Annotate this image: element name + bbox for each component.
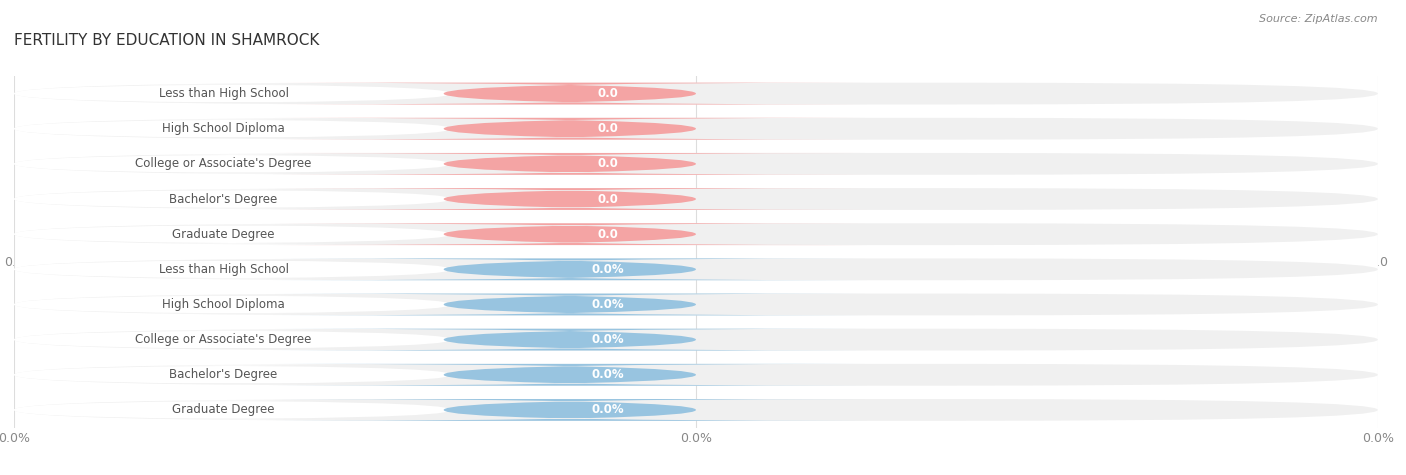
Text: 0.0: 0.0 [598,192,619,206]
Text: 0.0: 0.0 [598,157,619,171]
Text: Graduate Degree: Graduate Degree [173,228,274,241]
FancyBboxPatch shape [273,294,866,315]
Text: 0.0%: 0.0% [592,403,624,417]
FancyBboxPatch shape [14,330,450,349]
FancyBboxPatch shape [14,295,450,314]
FancyBboxPatch shape [14,190,450,209]
FancyBboxPatch shape [14,364,1378,386]
Text: 0.0: 0.0 [598,87,619,100]
Text: Less than High School: Less than High School [159,87,288,100]
FancyBboxPatch shape [273,153,866,175]
FancyBboxPatch shape [14,119,450,138]
FancyBboxPatch shape [14,365,450,384]
Text: High School Diploma: High School Diploma [162,122,285,135]
Text: 0.0%: 0.0% [592,368,624,381]
FancyBboxPatch shape [273,83,866,104]
Text: College or Associate's Degree: College or Associate's Degree [135,157,312,171]
Text: High School Diploma: High School Diploma [162,298,285,311]
FancyBboxPatch shape [273,399,866,421]
FancyBboxPatch shape [14,294,1378,315]
FancyBboxPatch shape [273,118,866,140]
FancyBboxPatch shape [14,118,1378,140]
Text: 0.0: 0.0 [598,228,619,241]
Text: College or Associate's Degree: College or Associate's Degree [135,333,312,346]
FancyBboxPatch shape [14,154,450,173]
FancyBboxPatch shape [273,329,866,351]
FancyBboxPatch shape [14,83,1378,104]
Text: Graduate Degree: Graduate Degree [173,403,274,417]
Text: 0.0%: 0.0% [592,263,624,276]
FancyBboxPatch shape [14,153,1378,175]
FancyBboxPatch shape [273,223,866,245]
Text: 0.0%: 0.0% [592,333,624,346]
FancyBboxPatch shape [273,364,866,386]
Text: 0.0%: 0.0% [592,298,624,311]
FancyBboxPatch shape [14,258,1378,280]
FancyBboxPatch shape [273,188,866,210]
FancyBboxPatch shape [14,223,1378,245]
FancyBboxPatch shape [14,329,1378,351]
FancyBboxPatch shape [14,188,1378,210]
FancyBboxPatch shape [273,258,866,280]
Text: 0.0: 0.0 [598,122,619,135]
Text: FERTILITY BY EDUCATION IN SHAMROCK: FERTILITY BY EDUCATION IN SHAMROCK [14,33,319,48]
Text: Bachelor's Degree: Bachelor's Degree [169,192,277,206]
FancyBboxPatch shape [14,260,450,279]
Text: Less than High School: Less than High School [159,263,288,276]
FancyBboxPatch shape [14,399,1378,421]
FancyBboxPatch shape [14,400,450,419]
FancyBboxPatch shape [14,84,450,103]
Text: Bachelor's Degree: Bachelor's Degree [169,368,277,381]
FancyBboxPatch shape [14,225,450,244]
Text: Source: ZipAtlas.com: Source: ZipAtlas.com [1260,14,1378,24]
